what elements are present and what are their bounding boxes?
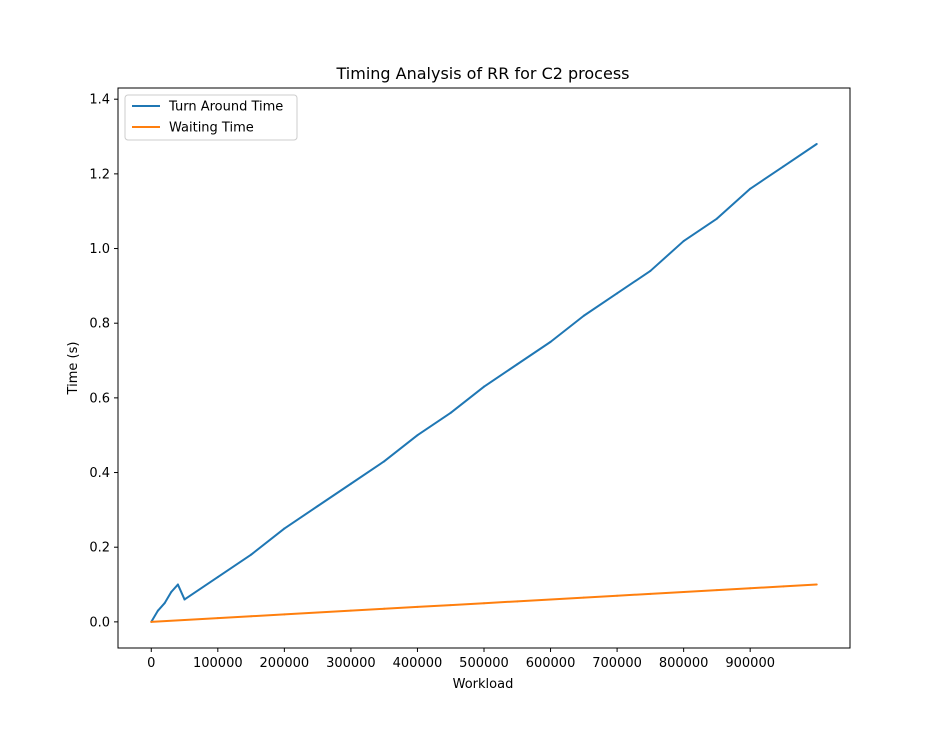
data-point-turn-around-time <box>176 583 179 586</box>
data-point-waiting-time <box>150 620 153 623</box>
data-point-turn-around-time <box>449 411 452 414</box>
data-point-turn-around-time <box>516 363 519 366</box>
data-point-turn-around-time <box>715 217 718 220</box>
data-point-turn-around-time <box>549 340 552 343</box>
data-point-waiting-time <box>449 604 452 607</box>
x-tick-label: 800000 <box>659 656 709 671</box>
data-point-turn-around-time <box>250 553 253 556</box>
data-point-waiting-time <box>582 596 585 599</box>
data-point-turn-around-time <box>749 187 752 190</box>
data-point-waiting-time <box>715 589 718 592</box>
legend-label-turn-around-time: Turn Around Time <box>168 100 283 115</box>
x-tick-label: 500000 <box>459 656 509 671</box>
data-point-turn-around-time <box>582 314 585 317</box>
x-axis-label: Workload <box>453 677 514 692</box>
data-point-turn-around-time <box>349 482 352 485</box>
y-axis-ticks: 0.0 0.2 0.4 0.6 0.8 1.0 1.2 1.4 <box>89 93 118 630</box>
data-point-turn-around-time <box>216 576 219 579</box>
data-point-turn-around-time <box>616 292 619 295</box>
plot-content <box>150 143 818 623</box>
x-axis-ticks: 0 100000 200000 300000 400000 500000 600000 700… <box>147 648 775 671</box>
data-point-waiting-time <box>815 583 818 586</box>
legend-label-waiting-time: Waiting Time <box>169 121 254 136</box>
data-point-turn-around-time <box>383 460 386 463</box>
data-point-waiting-time <box>416 605 419 608</box>
x-tick-label: 600000 <box>526 656 576 671</box>
data-point-waiting-time <box>483 602 485 605</box>
y-tick-label: 1.4 <box>89 93 110 108</box>
data-point-waiting-time <box>316 611 319 614</box>
y-tick-label: 0.2 <box>89 541 110 556</box>
x-tick-label: 400000 <box>393 656 443 671</box>
data-point-waiting-time <box>383 607 386 610</box>
data-point-turn-around-time <box>483 385 485 388</box>
data-point-waiting-time <box>516 600 519 603</box>
data-point-turn-around-time <box>283 527 286 530</box>
x-tick-label: 200000 <box>260 656 310 671</box>
data-point-waiting-time <box>283 613 286 616</box>
data-point-turn-around-time <box>156 609 159 612</box>
legend-box <box>124 94 298 141</box>
data-point-waiting-time <box>616 594 619 597</box>
y-tick-label: 1.2 <box>89 167 110 182</box>
data-point-turn-around-time <box>782 165 785 168</box>
data-point-turn-around-time <box>316 505 319 508</box>
y-tick-label: 0.6 <box>89 391 110 406</box>
y-axis-label: Time (s) <box>66 342 81 396</box>
data-point-turn-around-time <box>649 269 652 272</box>
data-point-turn-around-time <box>170 591 173 593</box>
chart-title: Timing Analysis of RR for C2 process <box>336 64 630 83</box>
y-tick-label: 0.8 <box>89 317 110 332</box>
data-point-waiting-time <box>649 592 652 595</box>
data-point-waiting-time <box>250 615 253 618</box>
data-point-turn-around-time <box>682 240 685 243</box>
data-point-turn-around-time <box>815 143 818 145</box>
data-point-waiting-time <box>216 617 219 620</box>
y-tick-label: 1.0 <box>89 242 110 257</box>
x-tick-label: 0 <box>147 656 155 671</box>
x-tick-label: 300000 <box>326 656 376 671</box>
y-tick-label: 0.0 <box>89 615 110 630</box>
data-point-waiting-time <box>682 591 685 593</box>
x-tick-label: 100000 <box>193 656 243 671</box>
data-point-waiting-time <box>183 619 186 621</box>
data-point-turn-around-time <box>183 598 186 601</box>
x-tick-label: 900000 <box>725 656 775 671</box>
data-point-waiting-time <box>549 598 552 601</box>
legend: Turn Around Time Waiting Time <box>124 94 298 141</box>
y-tick-label: 0.4 <box>89 466 110 481</box>
data-point-waiting-time <box>349 609 352 612</box>
data-point-waiting-time <box>749 587 752 590</box>
data-point-turn-around-time <box>163 602 166 605</box>
data-point-waiting-time <box>782 585 785 588</box>
x-tick-label: 700000 <box>592 656 642 671</box>
data-point-turn-around-time <box>416 434 419 437</box>
